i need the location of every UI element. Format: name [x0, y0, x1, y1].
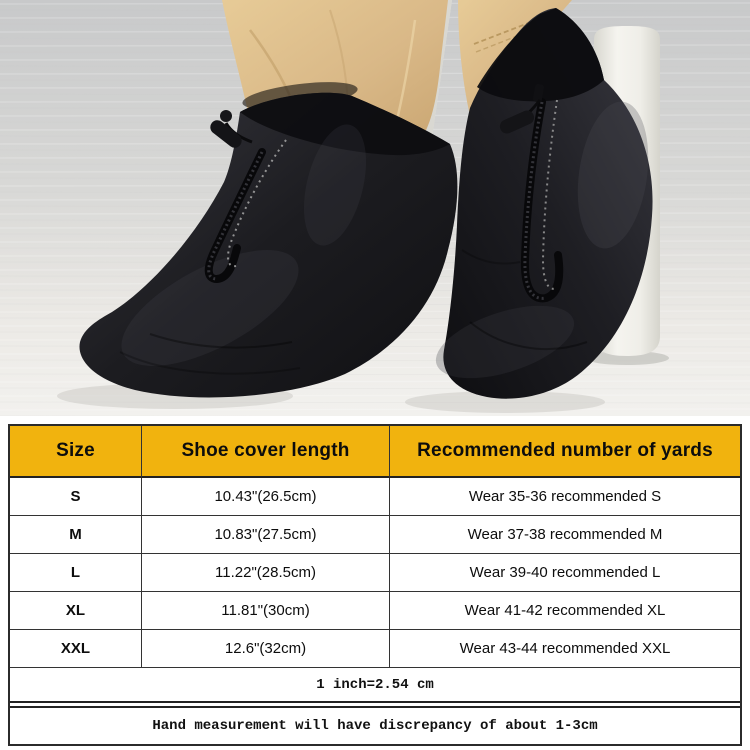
size-cell: S [10, 478, 142, 516]
right-reflective-piping [541, 99, 558, 290]
measurement-discrepancy-note: Hand measurement will have discrepancy o… [10, 706, 740, 744]
recommendation-cell: Wear 37-38 recommended M [390, 516, 740, 554]
table-body: S 10.43"(26.5cm) Wear 35-36 recommended … [10, 478, 740, 668]
size-cell: L [10, 554, 142, 592]
shoe-cover-photo-illustration [0, 0, 750, 416]
size-cell: XXL [10, 630, 142, 668]
recommendation-cell: Wear 41-42 recommended XL [390, 592, 740, 630]
right-shoe-cover [435, 8, 653, 399]
recommendation-cell: Wear 35-36 recommended S [390, 478, 740, 516]
recommendation-cell: Wear 43-44 recommended XXL [390, 630, 740, 668]
recommendation-cell: Wear 39-40 recommended L [390, 554, 740, 592]
left-reflective-piping [227, 139, 287, 268]
right-cord-toggle [499, 83, 545, 134]
length-cell: 11.81"(30cm) [142, 592, 390, 630]
header-size: Size [10, 426, 142, 478]
size-cell: XL [10, 592, 142, 630]
inch-conversion-note: 1 inch=2.54 cm [10, 668, 740, 703]
length-cell: 10.83"(27.5cm) [142, 516, 390, 554]
table-row: M 10.83"(27.5cm) Wear 37-38 recommended … [10, 516, 740, 554]
header-length: Shoe cover length [142, 426, 390, 478]
product-photo [0, 0, 750, 416]
table-row: L 11.22"(28.5cm) Wear 39-40 recommended … [10, 554, 740, 592]
table-row: XXL 12.6"(32cm) Wear 43-44 recommended X… [10, 630, 740, 668]
left-shoe-cover [79, 92, 458, 398]
size-cell: M [10, 516, 142, 554]
length-cell: 10.43"(26.5cm) [142, 478, 390, 516]
length-cell: 11.22"(28.5cm) [142, 554, 390, 592]
table-row: S 10.43"(26.5cm) Wear 35-36 recommended … [10, 478, 740, 516]
header-recommendation: Recommended number of yards [390, 426, 740, 478]
table-row: XL 11.81"(30cm) Wear 41-42 recommended X… [10, 592, 740, 630]
size-chart-table: Size Shoe cover length Recommended numbe… [8, 424, 742, 746]
table-header-row: Size Shoe cover length Recommended numbe… [10, 426, 740, 478]
right-shoe-shadow [405, 391, 605, 413]
left-cord-toggle [210, 110, 253, 148]
length-cell: 12.6"(32cm) [142, 630, 390, 668]
